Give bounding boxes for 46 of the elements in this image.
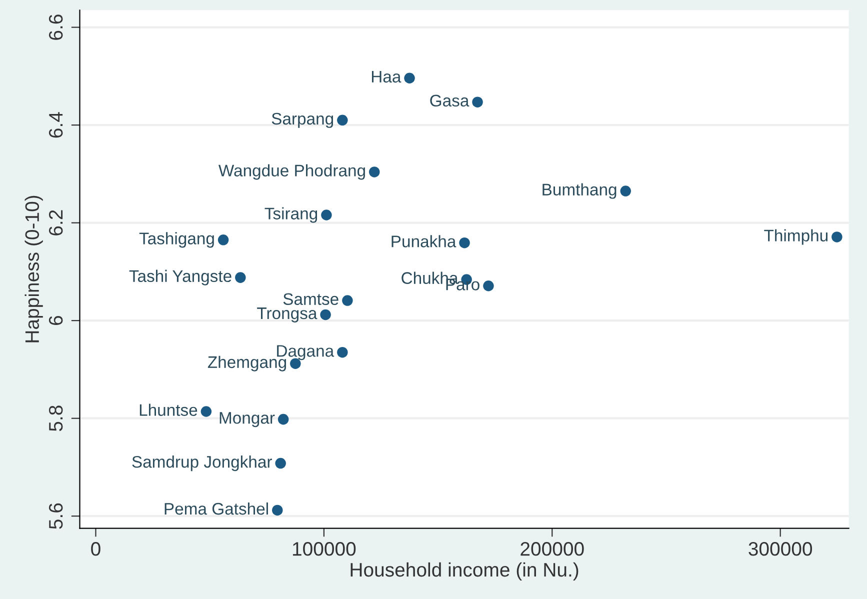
y-tick-label: 5.8 [48,406,63,432]
y-tick-label: 6.2 [48,210,63,236]
x-axis-title: Household income (in Nu.) [350,562,578,581]
annotation: Haa [372,70,402,83]
y-tick-label: 5.6 [48,503,63,529]
point [832,232,842,242]
y-tick-label: 6.4 [48,112,63,138]
point [272,504,283,516]
annotation: Sarpang [272,112,334,128]
point [218,234,229,246]
annotation: Trongsa [257,308,318,322]
x-tick-label: 100000 [292,542,356,556]
x-tick-label: 300000 [748,542,812,556]
point [404,72,415,84]
annotation: Lhuntse [140,404,198,416]
point [321,210,332,220]
annotation: Tashi Yangste [129,270,232,286]
point [278,414,289,425]
annotation: Thimphu [764,229,828,245]
annotation: Mongar [220,412,275,428]
point [337,114,348,126]
annotation: Gasa [430,94,470,107]
annotation: Pema Gatshel [164,502,268,515]
point [275,458,286,469]
point [342,295,353,306]
point [368,166,380,178]
y-tick-label: 6.6 [48,14,63,40]
y-axis-title: Happiness (0-10) [24,196,43,342]
annotation: Tashigang [139,232,214,248]
point [337,346,348,358]
y-tick-label: 6 [48,316,63,325]
annotation: Tsirang [264,207,318,223]
point [235,272,246,283]
point [483,280,494,292]
point [200,406,212,417]
point [620,186,631,196]
point [320,309,331,320]
point [472,96,483,108]
annotation: Samdrup Jongkhar [132,456,272,472]
annotation: Bumthang [542,183,616,199]
x-tick-label: 0 [91,542,100,556]
x-tick-label: 200000 [520,542,584,556]
annotation: Wangdue Phodrang [218,164,365,180]
point [459,237,470,248]
annotation: Samtse [283,293,338,306]
annotation: Punakha [392,235,456,248]
